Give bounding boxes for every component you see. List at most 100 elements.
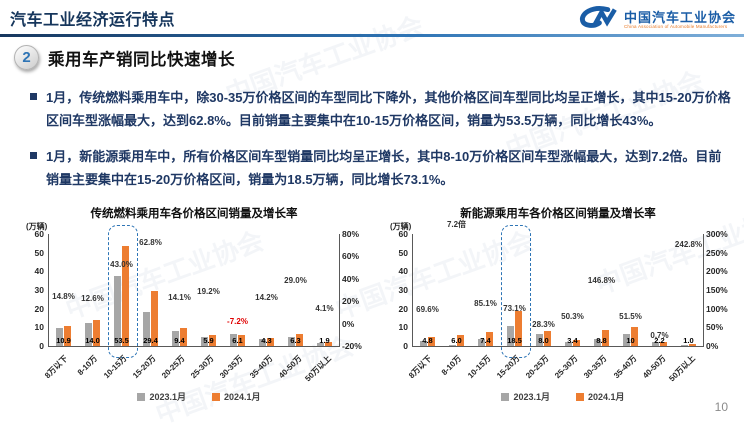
y-axis-tick: 20 xyxy=(34,303,44,314)
y-axis-tick: 20 xyxy=(398,303,408,314)
logo-org-name: 中国汽车工业协会 xyxy=(623,9,736,25)
plot-area: 0 10 20 30 40 50 60 -20% 0% 20% 40% 60% 80% 10.9 14.8%… xyxy=(35,225,362,358)
value-label: 7.4 xyxy=(480,336,491,345)
chart-nev-vehicles: 新能源乘用车各价格区间销量及增长率 (万辆) 0 10 20 30 40 50 60 0% 50… xyxy=(386,205,740,403)
value-label: 10.9 xyxy=(56,336,71,345)
legend-label: 2023.1月 xyxy=(513,392,550,402)
bar-2024.1月 xyxy=(457,334,464,346)
bar-2024.1月 xyxy=(296,334,303,346)
right-axis-tick: -20% xyxy=(342,341,362,351)
bar-2024.1月 xyxy=(93,319,100,346)
right-axis-tick: 80% xyxy=(342,229,360,239)
value-label: 10 xyxy=(626,336,635,345)
y-axis-tick: 30 xyxy=(34,285,44,295)
growth-rate-label: 146.8% xyxy=(587,276,616,286)
bar-2024.1月 xyxy=(325,342,332,346)
bar-2023.1月 xyxy=(85,322,92,346)
value-label: 14.0 xyxy=(85,336,100,345)
right-axis-tick: 0% xyxy=(342,318,355,329)
bar-2023.1月 xyxy=(114,276,121,346)
bullet-list: 1月，传统燃料乘用车中，除30-35万价格区间的车型同比下降外，其他价格区间车型… xyxy=(30,86,734,192)
page-title: 汽车工业经济运行特点 xyxy=(10,12,176,29)
y-axis-tick: 40 xyxy=(34,266,44,277)
growth-rate-label: 12.6% xyxy=(81,294,104,304)
growth-rate-label: 14.8% xyxy=(52,292,75,302)
value-label: 18.5 xyxy=(507,336,522,345)
legend-item: 2023.1月 xyxy=(137,390,186,403)
y-axis-tick: 10 xyxy=(398,322,408,333)
growth-rate-label: 85.1% xyxy=(474,299,497,309)
bar-2024.1月 xyxy=(602,329,609,346)
x-axis-label: 15-20万 xyxy=(130,353,158,381)
chart-legend: 2023.1月 2024.1月 xyxy=(22,390,376,403)
bullet-item: 1月，传统燃料乘用车中，除30-35万价格区间的车型同比下降外，其他价格区间车型… xyxy=(30,86,734,132)
chart-title: 传统燃料乘用车各价格区间销量及增长率 xyxy=(90,208,298,220)
right-axis-tick: 0% xyxy=(706,341,719,351)
x-axis-label: 35-40万 xyxy=(247,353,275,381)
growth-rate-label: 0.7% xyxy=(650,330,669,340)
growth-rate-label: 62.8% xyxy=(139,238,162,248)
bullet-item: 1月，新能源乘用车中，所有价格区间车型销量同比均呈正增长，其中8-10万价格区间… xyxy=(30,145,734,191)
growth-rate-label: 14.1% xyxy=(168,292,191,302)
bar-2024.1月 xyxy=(573,339,580,346)
right-axis-tick: 150% xyxy=(706,285,728,295)
section-heading: 乘用车产销同比快速增长 xyxy=(48,50,235,69)
bar-2024.1月 xyxy=(122,246,129,346)
legend-swatch xyxy=(137,392,146,401)
bar-2023.1月 xyxy=(478,338,485,346)
bar-2024.1月 xyxy=(180,328,187,346)
growth-rate-label: 242.8% xyxy=(674,240,703,250)
bar-2023.1月 xyxy=(623,333,630,346)
y-axis-tick: 0 xyxy=(39,341,44,351)
x-axis-label: 20-25万 xyxy=(159,353,187,381)
chart-legend: 2023.1月 2024.1月 xyxy=(386,390,740,403)
value-label: 6.1 xyxy=(232,336,243,345)
bar-2023.1月 xyxy=(449,344,456,346)
y-axis-tick: 10 xyxy=(34,322,44,333)
logo-org-name-en: China Association of Automobile Manufact… xyxy=(623,24,728,30)
value-label: 6.0 xyxy=(451,336,462,345)
value-label: 8.0 xyxy=(538,336,549,345)
growth-rate-label: 69.6% xyxy=(416,305,439,315)
value-label: 6.3 xyxy=(290,336,301,345)
highlight-box xyxy=(500,225,531,358)
value-label: 3.4 xyxy=(567,336,578,345)
y-axis-tick: 0 xyxy=(403,341,408,351)
bar-2023.1月 xyxy=(56,328,63,346)
y-axis-tick: 60 xyxy=(34,229,44,239)
bar-2024.1月 xyxy=(515,311,522,346)
growth-rate-label: 4.1% xyxy=(315,304,334,313)
legend-item: 2024.1月 xyxy=(576,390,625,403)
x-axis-label: 25-30万 xyxy=(189,353,216,381)
page-number: 10 xyxy=(714,400,728,414)
section-heading-row: 2 乘用车产销同比快速增长 xyxy=(14,45,235,70)
x-axis-label: 25-30万 xyxy=(553,353,580,381)
bar-2024.1月 xyxy=(151,291,158,346)
bullet-marker-icon xyxy=(30,93,37,100)
header-divider xyxy=(0,34,744,37)
bar-2023.1月 xyxy=(565,341,572,346)
value-label: 1.9 xyxy=(319,336,330,345)
legend-swatch xyxy=(212,392,220,401)
value-label: 9.4 xyxy=(174,336,185,345)
bar-2023.1月 xyxy=(536,334,543,346)
x-axis-label: 30-35万 xyxy=(218,353,245,381)
growth-rate-label: 29.0% xyxy=(284,276,307,286)
y-axis-tick: 40 xyxy=(398,266,408,277)
bar-2023.1月 xyxy=(172,330,179,346)
y-axis-tick: 60 xyxy=(398,229,408,239)
legend-swatch xyxy=(576,392,584,401)
right-axis-tick: 300% xyxy=(706,229,728,239)
x-axis-label: 8万以下 xyxy=(43,353,70,381)
plot-area: 0 10 20 30 40 50 60 0% 50% 100% 150% 200% 250% 300% 4.… xyxy=(399,220,728,358)
right-axis-tick: 60% xyxy=(342,251,360,262)
value-label: 5.9 xyxy=(203,336,214,345)
x-axis-label: 8万以下 xyxy=(407,353,434,381)
value-label: 29.4 xyxy=(143,336,158,345)
caam-logo: 中国汽车工业协会 China Association of Automobile… xyxy=(577,4,736,37)
chart-title: 新能源乘用车各价格区间销量及增长率 xyxy=(460,208,656,220)
bar-2023.1月 xyxy=(288,336,295,346)
legend-item: 2023.1月 xyxy=(501,390,550,403)
legend-item: 2024.1月 xyxy=(212,390,261,403)
axis-unit-label: (万辆) xyxy=(390,222,412,231)
